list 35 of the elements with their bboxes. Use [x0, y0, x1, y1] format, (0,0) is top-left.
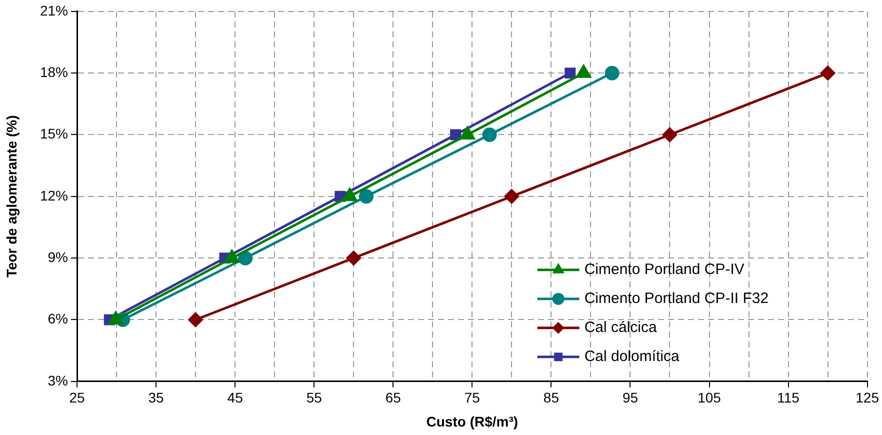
legend-label: Cimento Portland CP-IV [584, 261, 744, 278]
point [820, 66, 836, 80]
x-tick-label: 35 [148, 390, 164, 406]
point [482, 127, 497, 142]
y-tick-label: 18% [40, 64, 68, 80]
point [504, 189, 519, 204]
point [604, 66, 620, 80]
x-tick-label: 75 [464, 390, 480, 406]
point [662, 127, 677, 142]
y-axis-title: Teor de aglomerante (%) [3, 115, 20, 278]
point [450, 129, 462, 140]
point [359, 189, 374, 204]
x-axis-title: Custo (R$/m³) [426, 413, 518, 430]
legend-label: Cal dolomítica [584, 348, 680, 366]
legend-label: Cal cálcica [584, 319, 658, 336]
x-tick-label: 55 [306, 390, 322, 406]
y-tick-label: 12% [40, 187, 68, 204]
x-tick-label: 25 [69, 390, 85, 406]
x-tick-label: 125 [856, 390, 880, 406]
point [188, 312, 203, 327]
y-tick-label: 9% [48, 248, 68, 265]
x-tick-label: 45 [227, 390, 244, 406]
point [564, 68, 576, 79]
x-tick-label: 105 [698, 390, 722, 406]
y-tick-label: 15% [40, 126, 68, 142]
y-tick-label: 21% [40, 2, 68, 18]
x-tick-label: 115 [777, 390, 800, 406]
y-tick-label: 6% [48, 310, 68, 327]
point [346, 250, 361, 266]
x-tick-label: 95 [622, 390, 638, 406]
y-tick-label: 3% [48, 372, 68, 388]
point [238, 250, 253, 266]
legend-label: Cimento Portland CP-II F32 [584, 290, 769, 308]
x-tick-label: 85 [543, 390, 560, 406]
x-tick-label: 65 [385, 390, 402, 406]
